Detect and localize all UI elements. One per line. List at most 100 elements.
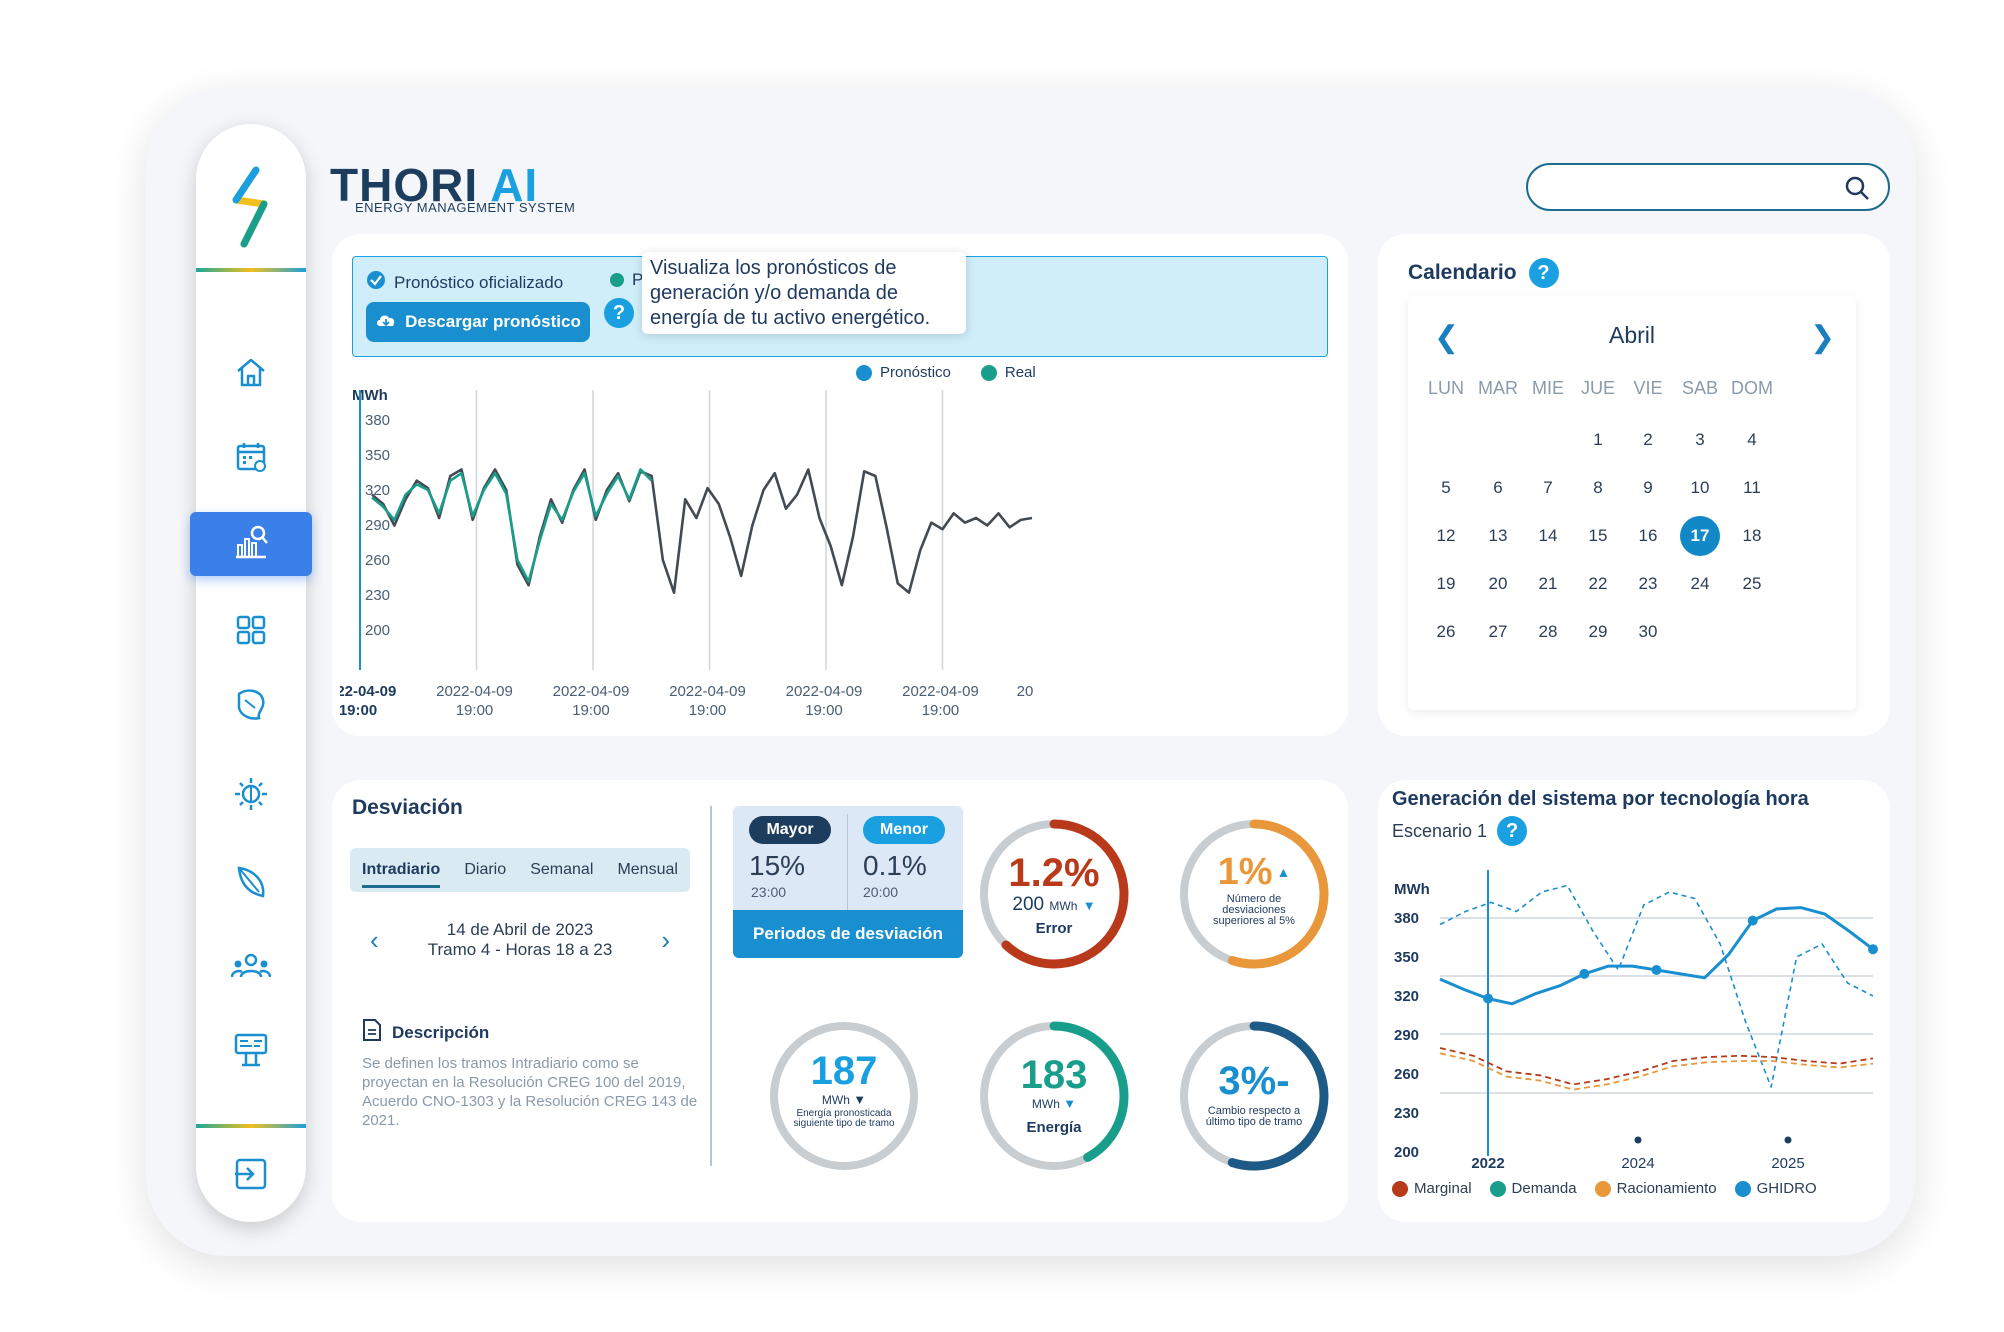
sidebar-divider-top	[196, 268, 306, 272]
max-min-panel: Mayor Menor 15% 23:00 0.1% 20:00 Periodo…	[733, 806, 963, 958]
calendar-day[interactable]: 11	[1743, 478, 1761, 497]
legend-dot	[1489, 1180, 1506, 1197]
error-ring-text: 1.2% 200 MWh ▼ Error	[974, 852, 1134, 937]
y-tick-label: 260	[365, 552, 390, 569]
calendar-day[interactable]: 23	[1638, 574, 1658, 593]
prev-date-button[interactable]: ‹	[370, 924, 379, 955]
legend-label: Racionamiento	[1616, 1180, 1717, 1197]
calendar-day[interactable]: 15	[1588, 526, 1608, 545]
calendar-day[interactable]: 16	[1638, 526, 1658, 545]
menor-pill: Menor	[863, 816, 945, 844]
search-input[interactable]	[1526, 163, 1890, 211]
search-icon[interactable]	[1844, 175, 1870, 206]
second-badge: P	[610, 270, 643, 290]
deviation-periods-button[interactable]: Periodos de desviación	[733, 910, 963, 958]
next-month-button[interactable]: ❯	[1810, 321, 1836, 354]
calendar-help-button[interactable]: ?	[1528, 258, 1559, 288]
calendar-day[interactable]: 26	[1436, 622, 1456, 641]
system-card	[1378, 780, 1890, 1222]
ring-progress	[979, 1021, 1129, 1171]
sun-icon[interactable]	[231, 774, 271, 814]
change-text: 3%- Cambio respecto a último tipo de tra…	[1174, 1060, 1334, 1128]
menor-value: 0.1%	[863, 850, 927, 881]
download-label: Descargar pronóstico	[405, 312, 581, 331]
calendar-day[interactable]: 7	[1543, 478, 1553, 497]
calendar-day[interactable]: 25	[1742, 574, 1762, 593]
calendar-month: Abril	[1608, 322, 1655, 348]
forecast-help-button[interactable]: ?	[604, 298, 634, 328]
legend-item-racionamiento: Racionamiento	[1594, 1180, 1717, 1197]
calendar-day[interactable]: 28	[1538, 622, 1558, 641]
map-icon[interactable]	[231, 684, 271, 724]
users-icon[interactable]	[231, 946, 271, 986]
calendar-day[interactable]: 2	[1643, 430, 1653, 449]
x-tick-date: 2022-04-09	[786, 683, 863, 700]
calendar-day[interactable]: 10	[1690, 478, 1710, 497]
app-logo-icon[interactable]	[226, 166, 278, 248]
sidebar-item-analytics[interactable]	[190, 512, 312, 576]
prev-month-button[interactable]: ❮	[1434, 321, 1460, 354]
reports-icon[interactable]	[231, 1030, 271, 1070]
x-tick-time: 19:00	[572, 702, 610, 719]
calendar-day[interactable]: 24	[1690, 574, 1710, 593]
x-tick-time: 19:00	[456, 702, 494, 719]
tab-diario[interactable]: Diario	[464, 861, 507, 878]
calendar-day[interactable]: 17	[1680, 516, 1720, 556]
status-dot	[610, 273, 624, 287]
calendar-day[interactable]: 21	[1538, 574, 1558, 593]
next-energy-unit-row: MWh ▼	[764, 1092, 924, 1107]
y-tick-label: 380	[365, 412, 390, 429]
calendar-day[interactable]: 19	[1436, 574, 1456, 593]
series-line-racionamiento	[1439, 1052, 1874, 1091]
calendar-day[interactable]: 13	[1488, 526, 1508, 545]
error-sub-row: 200 MWh ▼	[974, 894, 1134, 916]
caret-down-icon: ▼	[853, 1092, 867, 1107]
calendar-day[interactable]: 18	[1742, 526, 1762, 545]
forecast-chart: MWh 380 350 320 290 260 230 200 2022-04-09 19:00 2…	[340, 387, 1033, 719]
legend-dot	[856, 364, 872, 381]
next-date-button[interactable]: ›	[661, 924, 670, 955]
next-energy-label: Energía pronosticada siguiente tipo de t…	[793, 1108, 895, 1129]
x-tick-date: 2022-04-09	[436, 683, 513, 700]
home-icon[interactable]	[231, 352, 271, 392]
system-help-button[interactable]: ?	[1497, 816, 1528, 846]
leaf-icon[interactable]	[231, 862, 271, 902]
tab-intradiario[interactable]: Intradiario	[362, 861, 441, 888]
calendar-day[interactable]: 27	[1488, 622, 1508, 641]
calendar-title: Calendario ?	[1408, 258, 1559, 288]
calendar-icon[interactable]	[231, 436, 271, 476]
calendar-day[interactable]: 4	[1747, 430, 1757, 449]
check-icon	[366, 270, 386, 295]
x-tick-date: 2022-04-09	[553, 683, 630, 700]
grid-icon[interactable]	[231, 610, 271, 650]
legend-item-real: Real	[980, 364, 1036, 381]
error-ring	[979, 819, 1129, 969]
legend-item-forecast: Pronóstico	[856, 364, 951, 381]
x-tick-date: 2022-04-09	[340, 683, 396, 700]
calendar-day[interactable]: 9	[1643, 478, 1653, 497]
calendar-day[interactable]: 3	[1695, 430, 1705, 449]
tab-semanal[interactable]: Semanal	[530, 861, 594, 878]
calendar-day[interactable]: 30	[1638, 622, 1658, 641]
calendar-day[interactable]: 5	[1441, 478, 1451, 497]
calendar-day[interactable]: 22	[1588, 574, 1608, 593]
calendar-day[interactable]: 8	[1593, 478, 1603, 497]
mayor-pill: Mayor	[749, 816, 831, 844]
calendar-day[interactable]: 6	[1493, 478, 1503, 497]
calendar-day[interactable]: 29	[1588, 622, 1608, 641]
logout-icon[interactable]	[231, 1154, 271, 1194]
legend-dot	[1594, 1180, 1611, 1197]
calendar-day[interactable]: 12	[1436, 526, 1456, 545]
y-tick-label: 350	[1394, 949, 1419, 966]
calendar-day[interactable]: 20	[1488, 574, 1508, 593]
legend-label: GHIDRO	[1756, 1180, 1817, 1197]
download-forecast-button[interactable]: Descargar pronóstico	[366, 302, 590, 342]
series-line-pronóstico	[371, 468, 653, 583]
calendar-day[interactable]: 14	[1538, 526, 1558, 545]
y-tick-label: 350	[365, 447, 390, 464]
x-tick-label: 2022	[1471, 1155, 1504, 1170]
tab-mensual[interactable]: Mensual	[617, 861, 678, 878]
tramo-label: Tramo 4 - Horas 18 a 23	[427, 940, 613, 959]
calendar-day[interactable]: 1	[1593, 430, 1603, 449]
next-energy-ring	[770, 1022, 918, 1170]
